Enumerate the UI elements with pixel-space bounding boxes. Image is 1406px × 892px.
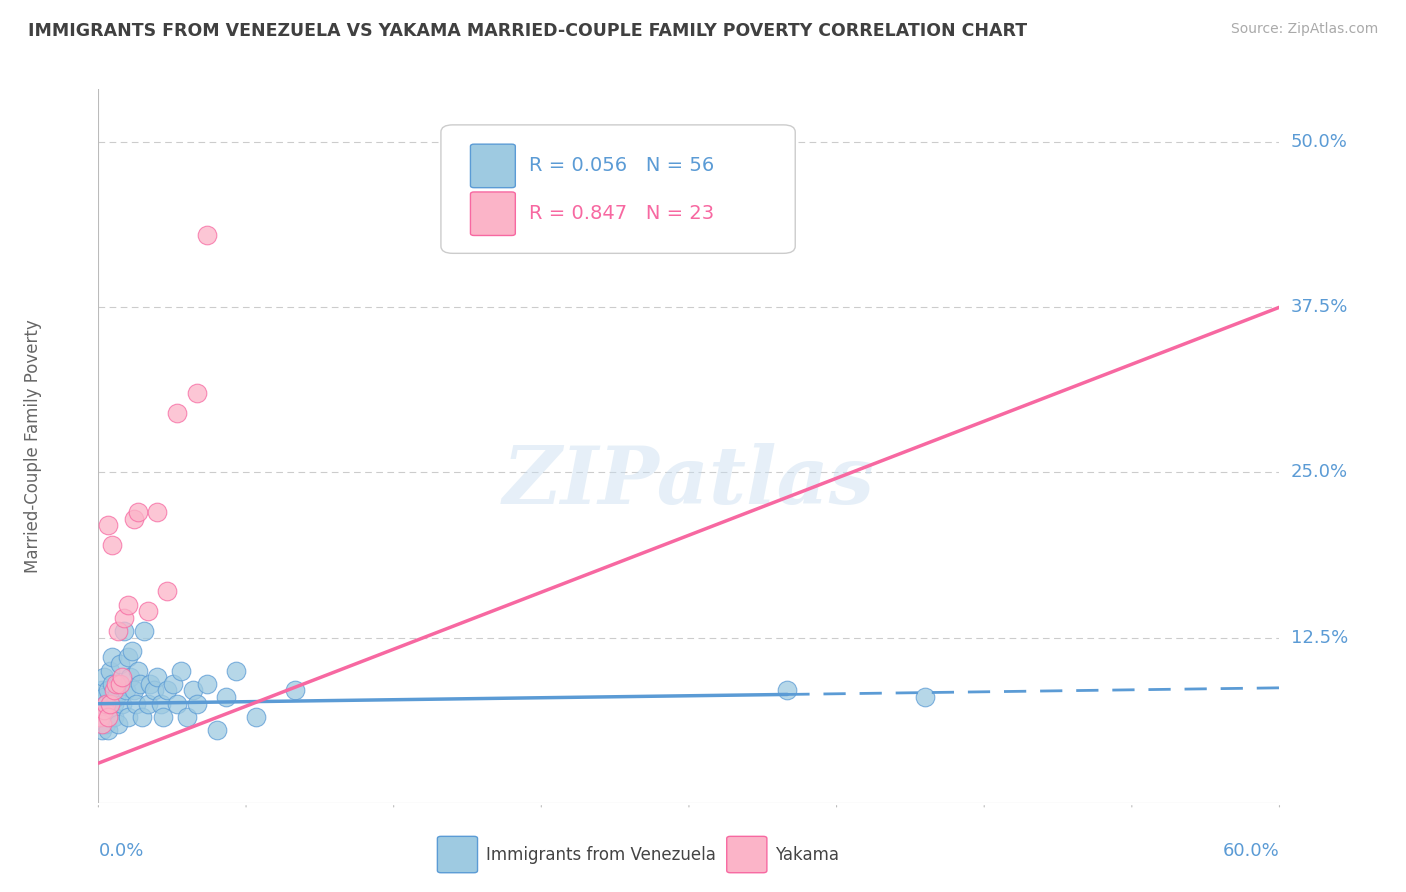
Point: [118, 670, 141, 684]
Point: [186, 386, 208, 401]
Point: [205, 723, 228, 738]
Point: [107, 677, 129, 691]
Point: [89, 710, 111, 724]
Point: [107, 716, 129, 731]
Text: 37.5%: 37.5%: [1291, 298, 1348, 317]
Point: [156, 683, 179, 698]
Point: [125, 697, 148, 711]
Point: [215, 690, 238, 704]
Point: [89, 710, 111, 724]
Point: [150, 697, 173, 711]
Point: [146, 670, 169, 684]
Point: [93, 670, 115, 684]
Point: [195, 227, 218, 242]
Point: [101, 538, 124, 552]
Point: [97, 683, 120, 698]
Point: [111, 697, 134, 711]
Point: [101, 650, 124, 665]
Point: [181, 683, 204, 698]
Point: [103, 697, 125, 711]
Point: [225, 664, 247, 678]
Point: [115, 683, 138, 698]
Point: [156, 584, 179, 599]
Point: [89, 697, 111, 711]
Point: [101, 677, 124, 691]
Point: [170, 664, 193, 678]
FancyBboxPatch shape: [471, 192, 516, 235]
Text: Married-Couple Family Poverty: Married-Couple Family Poverty: [24, 319, 42, 573]
Point: [96, 697, 118, 711]
Text: IMMIGRANTS FROM VENEZUELA VS YAKAMA MARRIED-COUPLE FAMILY POVERTY CORRELATION CH: IMMIGRANTS FROM VENEZUELA VS YAKAMA MARR…: [28, 22, 1028, 40]
Point: [91, 716, 114, 731]
Point: [152, 710, 174, 724]
Point: [195, 677, 218, 691]
Point: [98, 697, 121, 711]
Point: [162, 677, 184, 691]
Point: [121, 644, 143, 658]
Point: [117, 650, 139, 665]
Point: [93, 710, 115, 724]
Point: [98, 697, 121, 711]
Point: [96, 716, 118, 731]
Point: [127, 505, 149, 519]
Text: 50.0%: 50.0%: [1291, 133, 1347, 151]
Point: [131, 710, 153, 724]
Point: [176, 710, 198, 724]
Point: [112, 624, 135, 638]
Point: [97, 710, 120, 724]
Text: 0.0%: 0.0%: [98, 842, 143, 860]
Point: [97, 518, 120, 533]
Point: [142, 683, 165, 698]
Text: R = 0.056   N = 56: R = 0.056 N = 56: [530, 156, 714, 175]
FancyBboxPatch shape: [471, 145, 516, 187]
Point: [136, 604, 159, 618]
Point: [122, 511, 145, 525]
Point: [132, 624, 155, 638]
Point: [105, 690, 128, 704]
Point: [166, 697, 188, 711]
Point: [186, 697, 208, 711]
Point: [284, 683, 307, 698]
Point: [122, 683, 145, 698]
Text: 12.5%: 12.5%: [1291, 629, 1348, 647]
Point: [93, 690, 115, 704]
Point: [166, 406, 188, 420]
Point: [103, 710, 125, 724]
Point: [111, 670, 134, 684]
Point: [245, 710, 267, 724]
FancyBboxPatch shape: [437, 837, 478, 872]
Point: [93, 703, 115, 717]
Point: [117, 710, 139, 724]
Point: [136, 697, 159, 711]
Text: Immigrants from Venezuela: Immigrants from Venezuela: [486, 846, 716, 863]
Text: 25.0%: 25.0%: [1291, 464, 1348, 482]
FancyBboxPatch shape: [441, 125, 796, 253]
Point: [146, 505, 169, 519]
Text: Source: ZipAtlas.com: Source: ZipAtlas.com: [1230, 22, 1378, 37]
FancyBboxPatch shape: [727, 837, 766, 872]
Point: [127, 664, 149, 678]
Point: [105, 677, 128, 691]
Point: [98, 664, 121, 678]
Point: [776, 683, 799, 698]
Point: [97, 723, 120, 738]
Point: [914, 690, 936, 704]
Point: [91, 683, 114, 698]
Point: [128, 677, 150, 691]
Point: [107, 624, 129, 638]
Point: [117, 598, 139, 612]
Point: [96, 697, 118, 711]
Point: [112, 611, 135, 625]
Point: [103, 683, 125, 698]
Point: [108, 657, 131, 671]
Point: [138, 677, 160, 691]
Point: [108, 677, 131, 691]
Text: Yakama: Yakama: [775, 846, 839, 863]
Text: ZIPatlas: ZIPatlas: [503, 443, 875, 520]
Text: 60.0%: 60.0%: [1223, 842, 1279, 860]
Point: [97, 703, 120, 717]
Text: R = 0.847   N = 23: R = 0.847 N = 23: [530, 204, 714, 223]
Point: [91, 723, 114, 738]
